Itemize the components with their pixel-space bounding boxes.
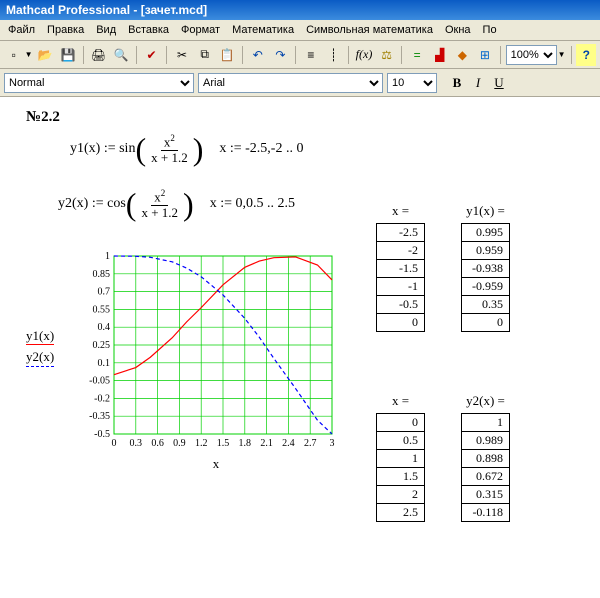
expr2-range: x := 0,0.5 .. 2.5	[210, 196, 295, 212]
chart: y1(x) y2(x) 10.850.70.550.40.250.1-0.05-…	[78, 252, 590, 472]
menu-window[interactable]: Окна	[439, 22, 477, 38]
redo-icon[interactable]: ↷	[271, 44, 291, 66]
expr1-range: x := -2.5,-2 .. 0	[219, 141, 303, 157]
chart-plot: 1 0.85 0.7 0.55 0.4 0.25 0.1 -0.05 -0.2 -0.35 -0.5…	[78, 252, 338, 452]
resource-icon[interactable]: ◆	[453, 44, 473, 66]
svg-text:0.7: 0.7	[98, 286, 111, 297]
expression-1: y1(x) := sin ( x2 x + 1.2 ) x := -2.5,-2…	[70, 134, 590, 165]
svg-text:0.25: 0.25	[93, 340, 111, 351]
svg-text:2.7: 2.7	[304, 438, 317, 449]
svg-text:0.9: 0.9	[173, 438, 186, 449]
calc-icon[interactable]: =	[407, 44, 427, 66]
svg-text:0: 0	[112, 438, 117, 449]
bold-button[interactable]: B	[447, 73, 467, 93]
window-title: Mathcad Professional - [зачет.mcd]	[6, 3, 207, 17]
svg-text:0.4: 0.4	[98, 322, 111, 333]
svg-text:2.1: 2.1	[260, 438, 273, 449]
menu-format[interactable]: Формат	[175, 22, 226, 38]
help-icon[interactable]: ?	[576, 44, 596, 66]
svg-text:-0.05: -0.05	[89, 375, 110, 386]
svg-text:1.2: 1.2	[195, 438, 208, 449]
menu-insert[interactable]: Вставка	[122, 22, 175, 38]
menu-file[interactable]: Файл	[2, 22, 41, 38]
svg-text:1: 1	[105, 252, 110, 262]
chart-xlabel: x	[110, 456, 322, 472]
expression-2: y2(x) := cos ( x2 x + 1.2 ) x := 0,0.5 .…	[58, 189, 590, 220]
window-titlebar: Mathcad Professional - [зачет.mcd]	[0, 0, 600, 20]
svg-text:0.55: 0.55	[93, 304, 111, 315]
menubar: Файл Правка Вид Вставка Формат Математик…	[0, 20, 600, 41]
svg-text:0.1: 0.1	[98, 358, 111, 369]
svg-text:-0.2: -0.2	[94, 393, 110, 404]
menu-symbolic[interactable]: Символьная математика	[300, 22, 439, 38]
style-select[interactable]: Normal	[4, 73, 194, 93]
menu-view[interactable]: Вид	[90, 22, 122, 38]
matrix-icon[interactable]: ⊞	[475, 44, 495, 66]
preview-icon[interactable]: 🔍	[111, 44, 131, 66]
expr2-lhs: y2(x) :=	[58, 196, 104, 212]
open-icon[interactable]: 📂	[36, 44, 56, 66]
svg-text:1.8: 1.8	[239, 438, 252, 449]
svg-text:0.6: 0.6	[151, 438, 164, 449]
units-icon[interactable]: ⚖	[377, 44, 397, 66]
copy-icon[interactable]: ⧉	[195, 44, 215, 66]
zoom-select[interactable]: 100%	[506, 45, 557, 65]
svg-text:-0.35: -0.35	[89, 411, 110, 422]
fx-icon[interactable]: f(x)	[354, 44, 374, 66]
align2-icon[interactable]: ┊	[324, 44, 344, 66]
svg-text:-0.5: -0.5	[94, 429, 110, 440]
save-icon[interactable]: 💾	[58, 44, 78, 66]
italic-button[interactable]: I	[468, 73, 488, 93]
underline-button[interactable]: U	[489, 73, 509, 93]
menu-edit[interactable]: Правка	[41, 22, 90, 38]
svg-text:0.85: 0.85	[93, 269, 111, 280]
size-select[interactable]: 10	[387, 73, 437, 93]
new-icon[interactable]: ▫	[4, 44, 24, 66]
menu-math[interactable]: Математика	[226, 22, 300, 38]
expr1-lhs: y1(x) :=	[70, 141, 116, 157]
font-select[interactable]: Arial	[198, 73, 383, 93]
document-area: №2.2 y1(x) := sin ( x2 x + 1.2 ) x := -2…	[0, 97, 600, 484]
graph-icon[interactable]: ▟	[430, 44, 450, 66]
expr1-func: sin	[119, 141, 135, 157]
print-icon[interactable]: 🖨	[89, 44, 109, 66]
paste-icon[interactable]: 📋	[217, 44, 237, 66]
svg-text:1.5: 1.5	[217, 438, 230, 449]
chart-y2-label: y2(x)	[26, 349, 54, 367]
expr2-func: cos	[107, 196, 126, 212]
svg-text:3: 3	[330, 438, 335, 449]
problem-number: №2.2	[26, 109, 590, 126]
spell-icon[interactable]: ✔	[142, 44, 162, 66]
undo-icon[interactable]: ↶	[248, 44, 268, 66]
align-icon[interactable]: ≡	[301, 44, 321, 66]
chart-y1-label: y1(x)	[26, 328, 54, 346]
svg-text:0.3: 0.3	[130, 438, 143, 449]
standard-toolbar: ▫▼ 📂 💾 🖨 🔍 ✔ ✂ ⧉ 📋 ↶ ↷ ≡ ┊ f(x) ⚖ = ▟ ◆ …	[0, 41, 600, 69]
cut-icon[interactable]: ✂	[172, 44, 192, 66]
menu-help[interactable]: По	[477, 22, 503, 38]
format-toolbar: Normal Arial 10 B I U	[0, 69, 600, 97]
svg-text:2.4: 2.4	[282, 438, 295, 449]
